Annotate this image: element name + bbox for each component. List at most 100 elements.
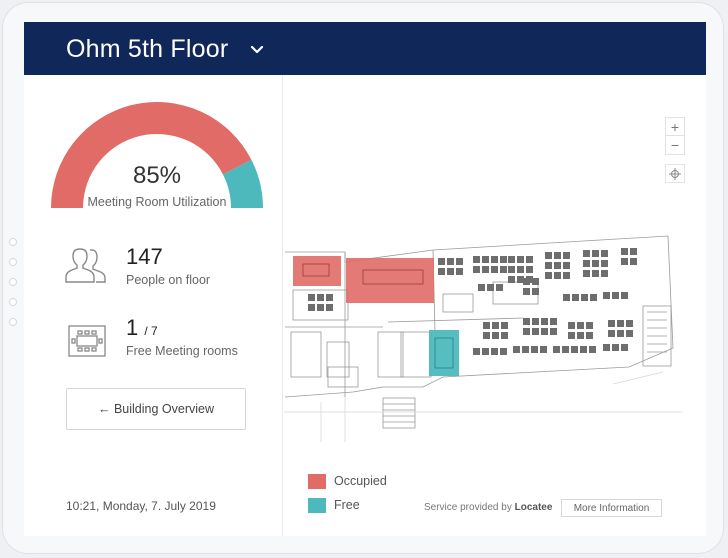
desk — [621, 292, 628, 299]
utilization-percent: 85% — [132, 162, 182, 189]
desk — [501, 322, 508, 329]
desk — [601, 270, 608, 277]
floor-plan-map[interactable] — [283, 222, 703, 442]
utilization-label: Meeting Room Utilization — [87, 195, 227, 209]
desk — [523, 288, 530, 295]
zoom-out-button[interactable]: − — [665, 136, 685, 155]
desk — [526, 266, 533, 273]
legend-free-label: Free — [334, 498, 360, 512]
desk — [532, 318, 539, 325]
desk — [496, 284, 503, 291]
desk — [541, 328, 548, 335]
desk — [483, 332, 490, 339]
tablet-side-buttons — [9, 238, 17, 338]
desk — [513, 346, 520, 353]
desk — [545, 272, 552, 279]
desk — [589, 346, 596, 353]
occupied-room[interactable] — [346, 258, 434, 303]
desk — [601, 260, 608, 267]
locate-button[interactable] — [665, 164, 685, 183]
desk — [447, 258, 454, 265]
desk — [438, 268, 445, 275]
desk — [531, 346, 538, 353]
people-label: People on floor — [126, 273, 211, 287]
desk — [577, 332, 584, 339]
desk — [590, 294, 597, 301]
desk — [592, 260, 599, 267]
desk — [326, 304, 333, 311]
desk — [577, 322, 584, 329]
building-overview-button[interactable]: ← Building Overview — [66, 388, 246, 430]
desk — [563, 272, 570, 279]
desk — [581, 294, 588, 301]
desk — [568, 332, 575, 339]
desk — [438, 258, 445, 265]
desk — [563, 262, 570, 269]
map-zoom-controls: + − — [665, 117, 685, 183]
desk — [522, 346, 529, 353]
desk — [621, 248, 628, 255]
desk — [501, 332, 508, 339]
desk — [617, 330, 624, 337]
desk — [545, 262, 552, 269]
desk — [482, 348, 489, 355]
desk — [492, 322, 499, 329]
occupied-room[interactable] — [293, 256, 341, 286]
desk — [550, 328, 557, 335]
service-prefix: Service provided by — [424, 502, 512, 513]
utilization-gauge — [51, 102, 263, 208]
desk — [586, 332, 593, 339]
desk — [626, 330, 633, 337]
gauge-occupied-arc — [51, 102, 252, 208]
floor-title[interactable]: Ohm 5th Floor — [66, 35, 229, 63]
desk — [580, 346, 587, 353]
free-rooms-value: 1 / 7 — [126, 315, 158, 341]
desk — [608, 330, 615, 337]
desk — [563, 252, 570, 259]
panel-divider — [282, 75, 283, 536]
desk — [517, 276, 524, 283]
desk — [508, 256, 515, 263]
more-information-button[interactable]: More Information — [561, 499, 662, 517]
desk — [491, 266, 498, 273]
desk — [612, 344, 619, 351]
free-room[interactable] — [429, 330, 459, 376]
free-swatch — [308, 497, 326, 513]
desk — [568, 322, 575, 329]
desk — [626, 320, 633, 327]
desk — [517, 256, 524, 263]
chevron-down-icon[interactable] — [249, 43, 265, 55]
desk — [603, 292, 610, 299]
desk — [572, 294, 579, 301]
desk — [482, 266, 489, 273]
desk — [553, 346, 560, 353]
desk — [621, 258, 628, 265]
desk — [487, 284, 494, 291]
desk — [630, 258, 637, 265]
desk — [612, 292, 619, 299]
desk — [473, 348, 480, 355]
desk — [523, 278, 530, 285]
desk — [571, 346, 578, 353]
desk — [473, 266, 480, 273]
desk — [554, 252, 561, 259]
zoom-in-button[interactable]: + — [665, 117, 685, 136]
desk — [523, 328, 530, 335]
desk — [601, 250, 608, 257]
crosshair-icon — [669, 167, 681, 180]
desk — [517, 266, 524, 273]
desk — [532, 328, 539, 335]
desk — [478, 284, 485, 291]
desk — [545, 252, 552, 259]
people-icon — [65, 248, 106, 283]
desk — [508, 266, 515, 273]
desk — [532, 288, 539, 295]
desk-group — [308, 248, 637, 355]
desk — [608, 320, 615, 327]
desk — [583, 270, 590, 277]
desk — [508, 276, 515, 283]
map-legend: Occupied Free — [308, 472, 387, 520]
desk — [630, 248, 637, 255]
desk — [500, 348, 507, 355]
desk — [308, 294, 315, 301]
